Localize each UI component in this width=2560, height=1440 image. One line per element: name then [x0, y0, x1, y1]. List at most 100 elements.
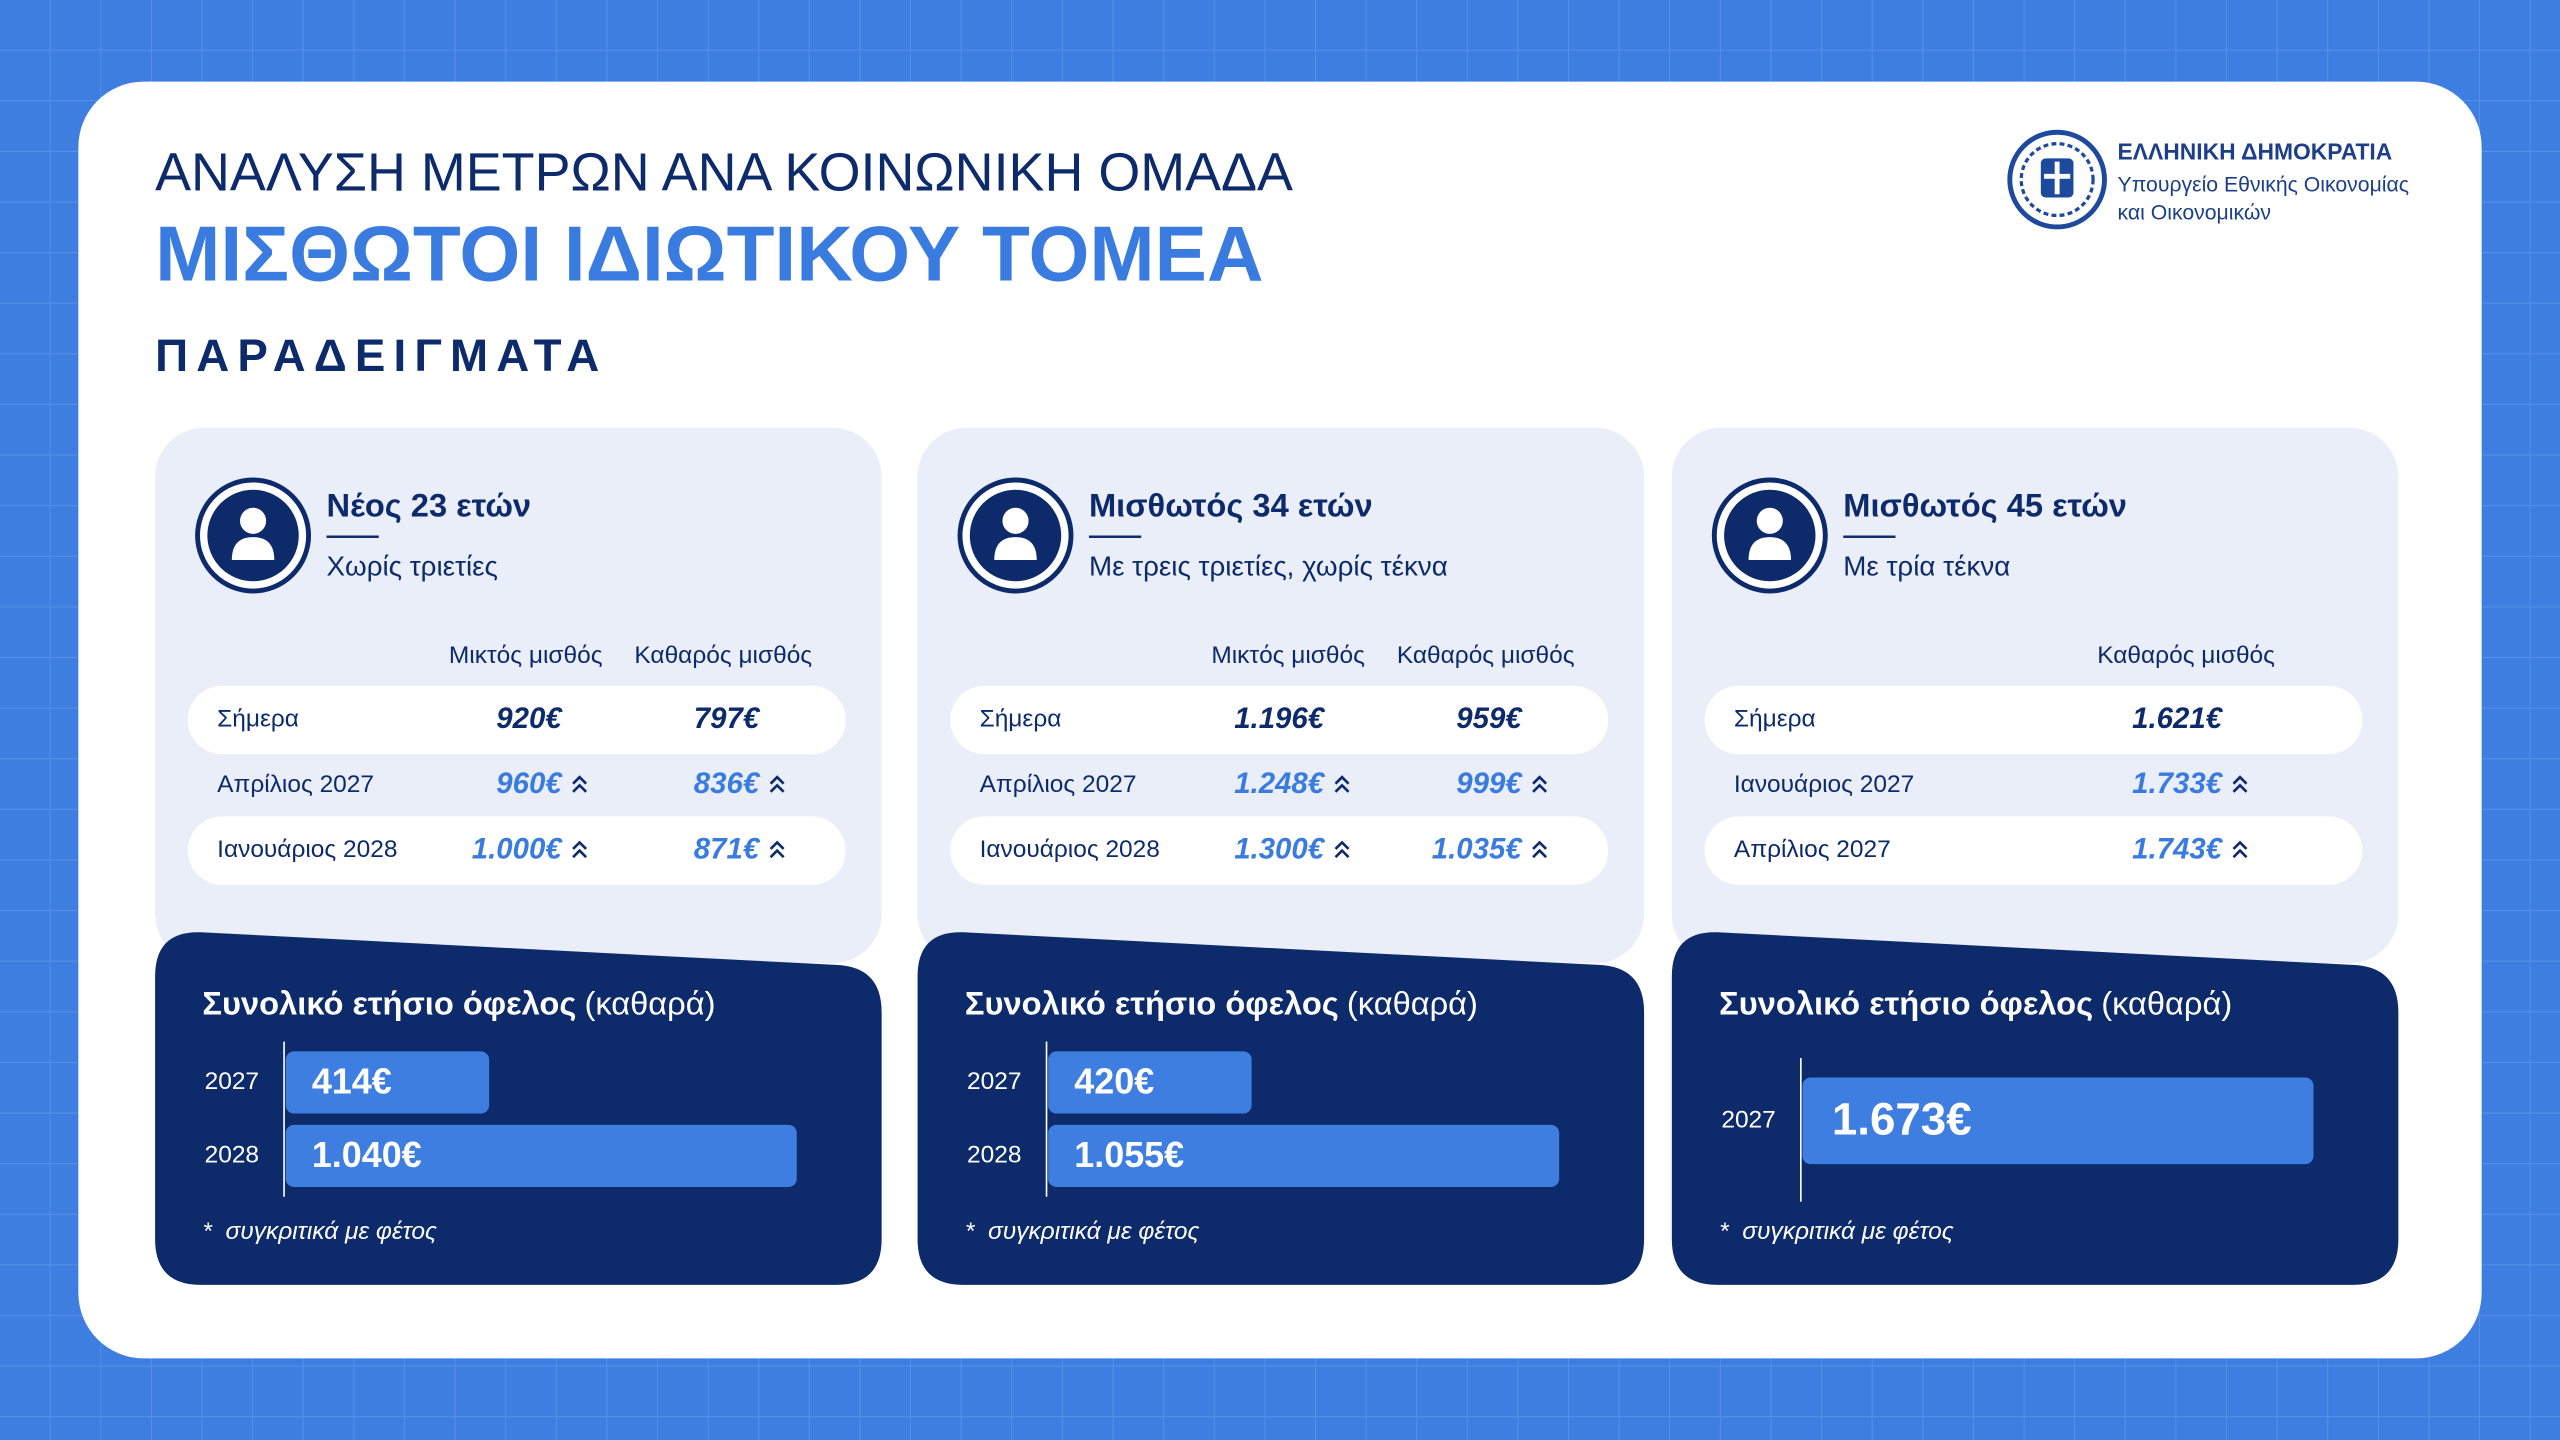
increase-icon — [1334, 775, 1350, 793]
benefit-title-main: Συνολικό ετήσιο όφελος — [1719, 984, 2093, 1021]
avatar-body — [231, 537, 275, 560]
avatar — [207, 489, 299, 582]
emblem-cross — [2044, 161, 2071, 195]
logo-line: και Οικονομικών — [2118, 201, 2271, 224]
bar-label: 1.673€ — [1832, 1094, 1972, 1145]
benefit-bar — [1048, 1124, 1560, 1187]
row-value: 1.248€ — [1234, 767, 1326, 800]
row-background — [950, 685, 1609, 755]
column-header: Καθαρός μισθός — [634, 642, 812, 669]
row-value: 960€ — [496, 767, 563, 800]
row-background — [950, 816, 1609, 885]
footnote: * συγκριτικά με φέτος — [1719, 1218, 1954, 1245]
row-label: Ιανουάριος 2028 — [217, 836, 397, 863]
row-label: Σήμερα — [980, 705, 1062, 732]
card-description: Με τρία τέκνα — [1843, 550, 2010, 581]
avatar — [1724, 489, 1816, 582]
row-value: 1.035€ — [1432, 832, 1524, 865]
row-value: 836€ — [694, 767, 761, 800]
row-value: 959€ — [1456, 702, 1523, 735]
row-value: 1.743€ — [2132, 832, 2224, 865]
row-label: Σήμερα — [1734, 705, 1816, 732]
row-value: 1.196€ — [1234, 702, 1326, 735]
example-card: Μισθωτός 45 ετών Με τρία τέκνα Καθαρός μισ… — [1671, 427, 2399, 1285]
increase-icon — [769, 840, 785, 859]
row-label: Ιανουάριος 2027 — [1734, 771, 1914, 798]
benefit-bar — [1802, 1077, 2314, 1165]
bar-year: 2028 — [967, 1141, 1021, 1168]
increase-icon — [1532, 775, 1548, 793]
benefit-title: Συνολικό ετήσιο όφελος (καθαρά) — [965, 984, 1478, 1021]
card-name: Μισθωτός 34 ετών — [1089, 486, 1373, 523]
benefit-bar — [1048, 1051, 1252, 1114]
column-header: Καθαρός μισθός — [1397, 642, 1575, 669]
title: ΑΝΑΛΥΣΗ ΜΕΤΡΩΝ ΑΝΑ ΚΟΙΝΩΝΙΚΗ ΟΜΑΔΑ — [155, 143, 1293, 203]
card-name: Μισθωτός 45 ετών — [1843, 486, 2127, 523]
avatar-head — [240, 507, 267, 534]
row-background — [187, 816, 846, 885]
increase-icon — [1334, 840, 1350, 859]
increase-icon — [2232, 775, 2248, 793]
benefit-qualifier: (καθαρά) — [1347, 984, 1478, 1021]
bar-year: 2027 — [967, 1068, 1021, 1095]
logo-line: Υπουργείο Εθνικής Οικονομίας — [2118, 174, 2409, 197]
bar-label: 1.040€ — [312, 1134, 422, 1175]
avatar-body — [994, 537, 1037, 560]
name-underline — [1088, 535, 1142, 538]
footnote: * συγκριτικά με φέτος — [202, 1218, 437, 1245]
avatar-body — [1748, 537, 1792, 560]
card-description: Χωρίς τριετίες — [327, 550, 498, 581]
row-label: Απρίλιος 2027 — [1734, 836, 1891, 863]
row-label: Απρίλιος 2027 — [217, 771, 374, 798]
bar-year: 2027 — [1721, 1106, 1775, 1133]
section-title: ΠΑΡΑΔΕΙΓΜΑΤΑ — [155, 330, 607, 381]
row-value: 1.621€ — [2132, 702, 2224, 735]
name-underline — [326, 535, 379, 538]
increase-icon — [2232, 840, 2248, 859]
footnote: * συγκριτικά με φέτος — [965, 1218, 1200, 1245]
benefit-title-main: Συνολικό ετήσιο όφελος — [965, 984, 1339, 1021]
card-name: Νέος 23 ετών — [327, 486, 532, 523]
example-card: Μισθωτός 34 ετών Με τρεις τριετίες, χωρίς… — [917, 427, 1645, 1285]
benefit-qualifier: (καθαρά) — [584, 984, 715, 1021]
benefit-panel — [155, 932, 882, 1285]
bar-label: 414€ — [312, 1061, 392, 1102]
row-value: 920€ — [496, 702, 563, 735]
row-value: 797€ — [694, 702, 761, 735]
row-background — [1704, 816, 2363, 885]
row-label: Ιανουάριος 2028 — [980, 836, 1160, 863]
bar-year: 2027 — [205, 1068, 259, 1095]
increase-icon — [572, 775, 588, 793]
benefit-bar — [285, 1051, 490, 1114]
emblem-ring — [2007, 129, 2107, 230]
row-value: 1.733€ — [2132, 767, 2224, 800]
row-value: 1.300€ — [1234, 832, 1326, 865]
avatar — [969, 489, 1062, 582]
avatar-head — [1002, 507, 1029, 534]
increase-icon — [572, 840, 588, 859]
example-card: Νέος 23 ετών Χωρίς τριετίες Μικτός μισθός Κ… — [155, 427, 882, 1285]
avatar-head — [1756, 507, 1783, 534]
column-header: Καθαρός μισθός — [2097, 642, 2275, 669]
row-background — [1704, 685, 2363, 755]
logo: ΕΛΛΗΝΙΚΗ ΔΗΜΟΚΡΑΤΙΑ Υπουργείο Εθνικής Οι… — [2007, 129, 2409, 230]
column-header: Μικτός μισθός — [1211, 642, 1365, 669]
row-background — [187, 685, 846, 755]
benefit-title: Συνολικό ετήσιο όφελος (καθαρά) — [202, 984, 715, 1021]
column-header: Μικτός μισθός — [449, 642, 603, 669]
emblem-wreath — [2019, 142, 2095, 218]
row-label: Σήμερα — [217, 705, 299, 732]
bar-label: 1.055€ — [1074, 1134, 1184, 1175]
row-label: Απρίλιος 2027 — [980, 771, 1137, 798]
increase-icon — [769, 775, 785, 793]
increase-icon — [1532, 840, 1548, 859]
benefit-title: Συνολικό ετήσιο όφελος (καθαρά) — [1719, 984, 2232, 1021]
bar-label: 420€ — [1074, 1061, 1154, 1102]
logo-title: ΕΛΛΗΝΙΚΗ ΔΗΜΟΚΡΑΤΙΑ — [2118, 139, 2393, 165]
bar-year: 2028 — [205, 1141, 259, 1168]
benefit-title-main: Συνολικό ετήσιο όφελος — [202, 984, 576, 1021]
card-description: Με τρεις τριετίες, χωρίς τέκνα — [1089, 550, 1448, 581]
benefit-bar — [285, 1124, 797, 1187]
